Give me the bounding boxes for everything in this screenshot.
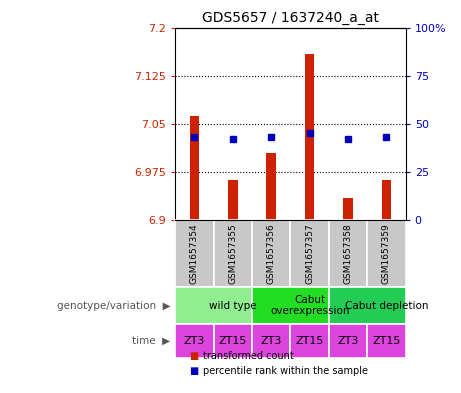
- Bar: [329, 287, 406, 324]
- Bar: [305, 55, 314, 220]
- Text: percentile rank within the sample: percentile rank within the sample: [203, 366, 368, 376]
- Bar: [175, 220, 213, 287]
- Text: ■: ■: [189, 366, 198, 376]
- Text: GSM1657356: GSM1657356: [267, 223, 276, 284]
- Text: GSM1657358: GSM1657358: [343, 223, 353, 284]
- Text: ZT15: ZT15: [219, 336, 247, 346]
- Text: ■: ■: [189, 351, 198, 361]
- Bar: [290, 220, 329, 287]
- Bar: [252, 324, 290, 358]
- Text: GSM1657357: GSM1657357: [305, 223, 314, 284]
- Text: ZT3: ZT3: [183, 336, 205, 346]
- Text: wild type: wild type: [209, 301, 257, 310]
- Text: ZT3: ZT3: [337, 336, 359, 346]
- Bar: [329, 220, 367, 287]
- Text: ZT3: ZT3: [260, 336, 282, 346]
- Bar: [175, 324, 213, 358]
- Bar: [382, 180, 391, 220]
- Bar: [175, 287, 252, 324]
- Text: GSM1657359: GSM1657359: [382, 223, 391, 284]
- Bar: [252, 287, 329, 324]
- Text: transformed count: transformed count: [203, 351, 294, 361]
- Title: GDS5657 / 1637240_a_at: GDS5657 / 1637240_a_at: [202, 11, 379, 25]
- Bar: [329, 324, 367, 358]
- Text: Cabut depletion: Cabut depletion: [345, 301, 428, 310]
- Bar: [343, 198, 353, 220]
- Text: ZT15: ZT15: [296, 336, 324, 346]
- Text: Cabut
overexpression: Cabut overexpression: [270, 295, 349, 316]
- Bar: [213, 324, 252, 358]
- Bar: [290, 324, 329, 358]
- Bar: [189, 116, 199, 220]
- Bar: [213, 220, 252, 287]
- Text: ZT15: ZT15: [372, 336, 401, 346]
- Bar: [266, 152, 276, 220]
- Bar: [367, 324, 406, 358]
- Bar: [252, 220, 290, 287]
- Bar: [228, 180, 237, 220]
- Text: genotype/variation  ▶: genotype/variation ▶: [57, 301, 171, 310]
- Text: time  ▶: time ▶: [132, 336, 171, 346]
- Bar: [367, 220, 406, 287]
- Text: GSM1657355: GSM1657355: [228, 223, 237, 284]
- Text: GSM1657354: GSM1657354: [190, 223, 199, 284]
